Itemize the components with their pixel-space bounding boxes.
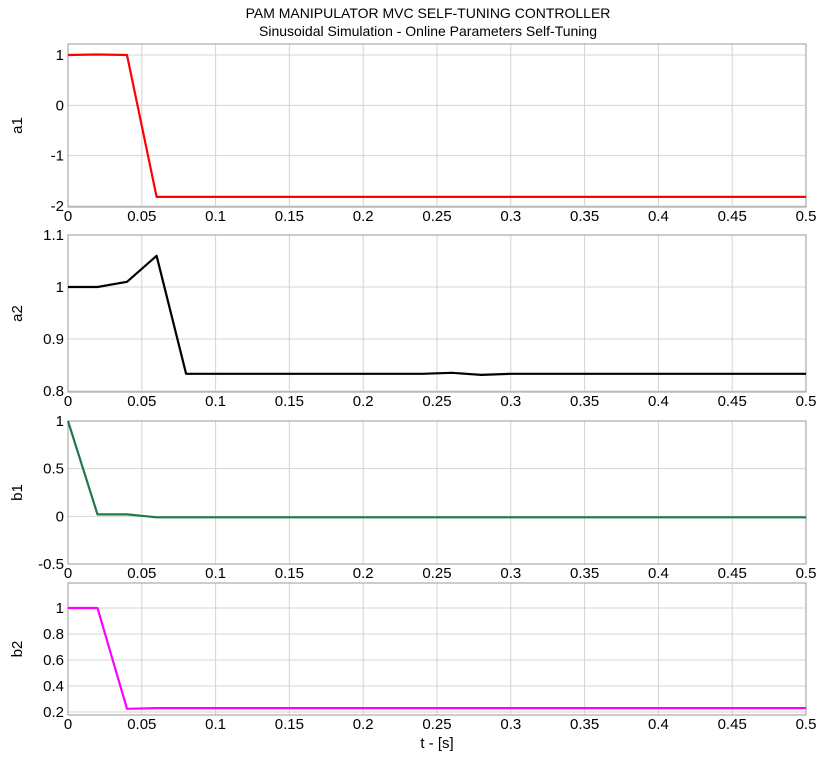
x-tick-label: 0.35 <box>570 208 599 225</box>
x-tick-label: 0.3 <box>500 393 521 410</box>
x-tick-label: 0 <box>64 208 72 225</box>
x-tick-label: 0.05 <box>127 393 156 410</box>
axes-frame <box>67 582 807 716</box>
series-line-a2 <box>68 254 806 376</box>
subplot-b2: 0 0.05 0.1 0.15 0.2 0.25 0.3 0.35 0.4 0.45 0.5 1 0.8… <box>9 582 817 733</box>
y-tick-label: 0 <box>56 97 64 114</box>
x-tick-label: 0.3 <box>500 208 521 225</box>
x-tick-label: 0.05 <box>127 565 156 582</box>
y-axis-label: a2 <box>9 305 26 322</box>
x-tick-label: 0.15 <box>275 716 304 733</box>
subplot-b1: 0 0.05 0.1 0.15 0.2 0.25 0.3 0.35 0.4 0.45 0.5 1 0.5… <box>9 413 816 582</box>
x-tick-label: 0.25 <box>422 393 451 410</box>
axes-frame <box>67 43 807 208</box>
x-tick-label: 0.1 <box>205 208 226 225</box>
y-tick-label: 0.2 <box>43 704 64 721</box>
x-tick-label: 0.4 <box>648 565 669 582</box>
x-tick-label: 0.25 <box>422 208 451 225</box>
x-tick-label: 0.05 <box>127 208 156 225</box>
x-tick-label: 0.3 <box>500 565 521 582</box>
x-tick-label: 0 <box>64 393 72 410</box>
x-tick-label: 0.1 <box>205 393 226 410</box>
x-tick-label: 0.15 <box>275 393 304 410</box>
y-tick-label: 0.9 <box>43 331 64 348</box>
y-tick-label: -2 <box>51 198 64 215</box>
y-axis-label: a1 <box>9 117 26 134</box>
x-tick-label: 0.4 <box>648 716 669 733</box>
x-tick-label: 0.2 <box>353 565 374 582</box>
x-tick-label: 0.5 <box>796 565 817 582</box>
y-tick-label: 0.4 <box>43 678 64 695</box>
x-tick-label: 0.2 <box>353 208 374 225</box>
subplot-a1: 0 0.05 0.1 0.15 0.2 0.25 0.3 0.35 0.4 0.45 0.5 1 0 -1… <box>9 43 817 225</box>
y-tick-label: 1 <box>56 279 64 296</box>
chart-subtitle: Sinusoidal Simulation - Online Parameter… <box>259 23 597 39</box>
x-tick-label: 0.4 <box>648 208 669 225</box>
x-tick-label: 0.5 <box>796 208 817 225</box>
x-tick-label: 0.1 <box>205 716 226 733</box>
x-tick-label: 0.4 <box>648 393 669 410</box>
x-tick-label: 0.35 <box>570 393 599 410</box>
y-tick-label: 1 <box>56 600 64 617</box>
x-tick-label: 0.2 <box>353 393 374 410</box>
axes-frame <box>67 234 807 393</box>
series-line-b2 <box>68 606 806 710</box>
x-tick-label: 0.1 <box>205 565 226 582</box>
x-tick-label: 0.35 <box>570 565 599 582</box>
y-axis-label: b1 <box>9 484 26 501</box>
x-tick-label: 0.25 <box>422 565 451 582</box>
x-tick-label: 0.45 <box>718 208 747 225</box>
y-tick-label: 0 <box>56 508 64 525</box>
x-tick-label: 0.15 <box>275 208 304 225</box>
y-tick-label: 0.6 <box>43 652 64 669</box>
y-tick-label: 0.8 <box>43 626 64 643</box>
x-tick-label: 0.5 <box>796 393 817 410</box>
x-axis-label: t - [s] <box>420 735 453 752</box>
x-tick-label: 0.5 <box>796 716 817 733</box>
x-tick-label: 0 <box>64 565 72 582</box>
y-tick-label: 0.8 <box>43 383 64 400</box>
x-tick-label: 0.45 <box>718 565 747 582</box>
axes-frame <box>67 420 807 565</box>
series-line-b1 <box>66 420 806 519</box>
x-tick-label: 0.45 <box>718 393 747 410</box>
x-tick-label: 0 <box>64 716 72 733</box>
x-tick-label: 0.35 <box>570 716 599 733</box>
chart-title: PAM MANIPULATOR MVC SELF-TUNING CONTROLL… <box>246 5 611 21</box>
x-tick-label: 0.2 <box>353 716 374 733</box>
y-tick-label: 0.5 <box>43 461 64 478</box>
subplot-a2: 0 0.05 0.1 0.15 0.2 0.25 0.3 0.35 0.4 0.45 0.5 1.1 1… <box>9 227 816 410</box>
x-tick-label: 0.15 <box>275 565 304 582</box>
y-axis-label: b2 <box>9 641 26 658</box>
x-tick-label: 0.25 <box>422 716 451 733</box>
x-tick-label: 0.05 <box>127 716 156 733</box>
x-tick-label: 0.3 <box>500 716 521 733</box>
y-tick-label: 1 <box>56 413 64 430</box>
y-tick-label: 1 <box>56 47 64 64</box>
x-tick-label: 0.45 <box>718 716 747 733</box>
subplot-stack: 0 0.05 0.1 0.15 0.2 0.25 0.3 0.35 0.4 0.45 0.510-1… <box>9 43 817 733</box>
y-tick-label: 1.1 <box>43 227 64 244</box>
y-tick-label: -1 <box>51 148 64 165</box>
y-tick-label: -0.5 <box>38 556 64 573</box>
series-line-a1 <box>67 53 806 198</box>
